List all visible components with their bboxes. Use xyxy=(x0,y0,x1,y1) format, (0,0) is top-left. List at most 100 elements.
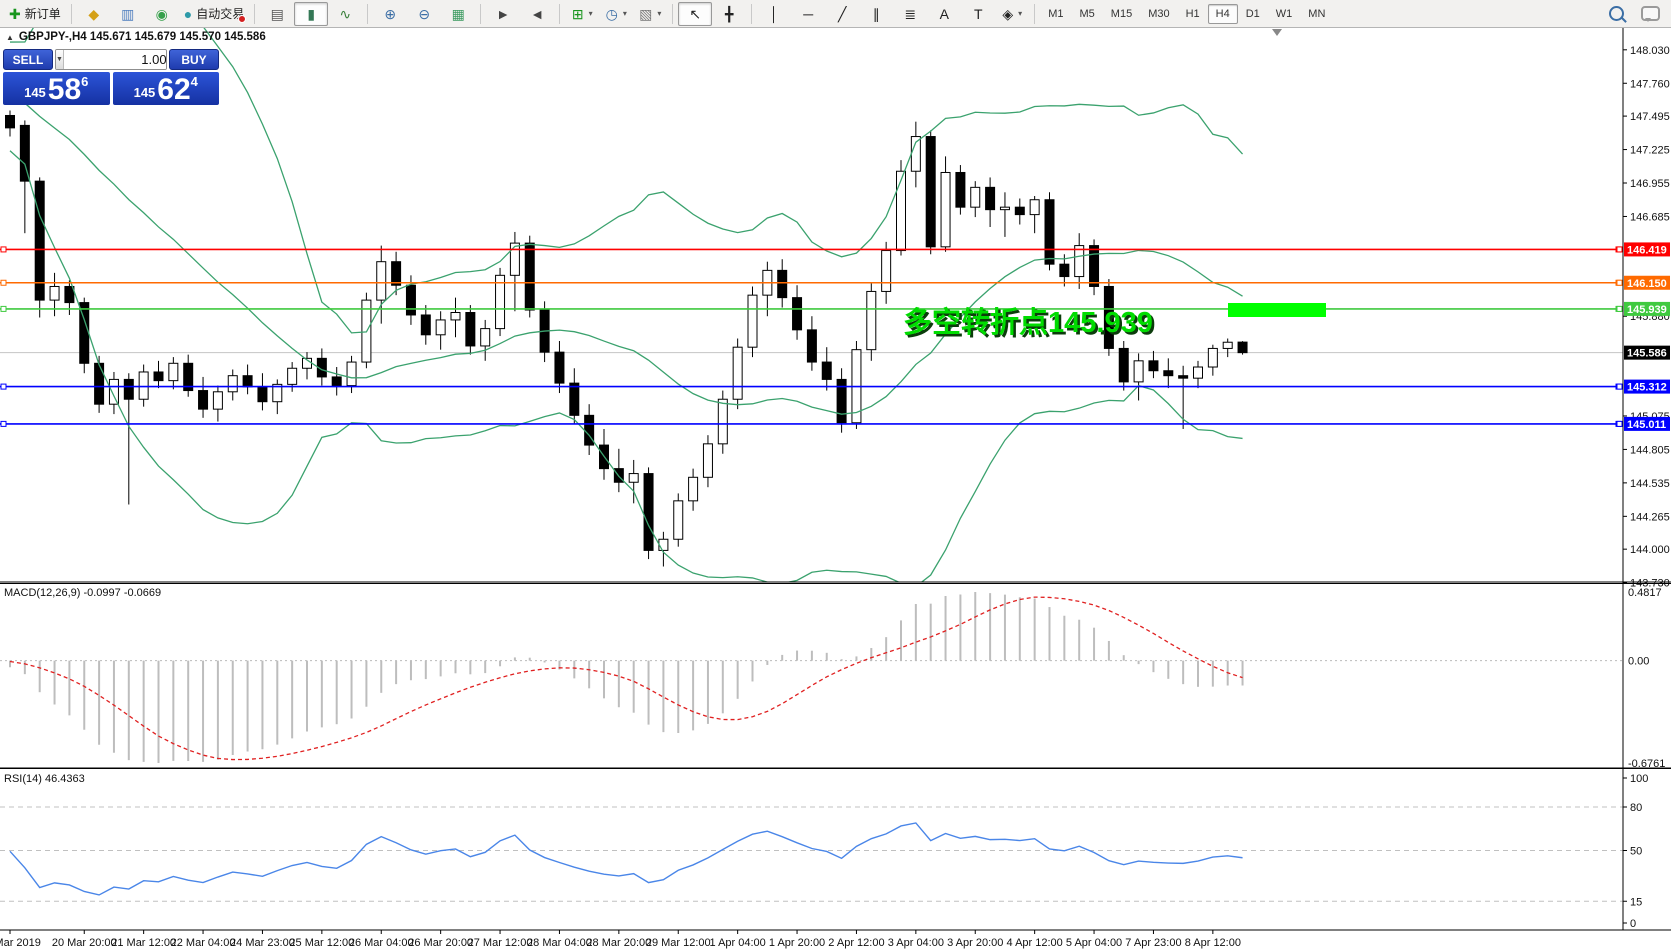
candle[interactable] xyxy=(643,473,654,551)
candle[interactable] xyxy=(94,362,105,405)
line-handle[interactable] xyxy=(1616,383,1623,390)
candle[interactable] xyxy=(376,261,387,301)
candle[interactable] xyxy=(19,124,30,182)
candle[interactable] xyxy=(1178,375,1189,379)
candle[interactable] xyxy=(1089,245,1100,287)
candle[interactable] xyxy=(569,382,580,416)
candle[interactable] xyxy=(955,171,966,208)
timeframe-m1-button[interactable]: M1 xyxy=(1048,7,1064,20)
line-handle[interactable] xyxy=(0,246,7,253)
candle[interactable] xyxy=(331,376,342,387)
candle[interactable] xyxy=(287,367,298,385)
line-handle[interactable] xyxy=(1616,279,1623,286)
candle[interactable] xyxy=(1133,360,1144,383)
candle[interactable] xyxy=(168,362,179,382)
candle[interactable] xyxy=(673,500,684,540)
rsi-pane[interactable] xyxy=(0,806,1623,902)
candle[interactable] xyxy=(658,538,669,551)
annotation-text[interactable]: 多空转折点145.939 xyxy=(903,305,1153,339)
indicators-button[interactable]: ⊞ ▾ xyxy=(565,2,599,26)
volume-decrease-button[interactable]: ▼ xyxy=(56,50,64,69)
candle[interactable] xyxy=(792,297,803,331)
candle[interactable] xyxy=(747,294,758,348)
candle[interactable] xyxy=(480,328,491,347)
line-handle[interactable] xyxy=(0,420,7,427)
candle[interactable] xyxy=(896,170,906,252)
auto-trading-button[interactable]: ● 自动交易 xyxy=(179,2,249,26)
candle[interactable] xyxy=(836,378,847,424)
candle[interactable] xyxy=(1222,341,1233,349)
line-handle[interactable] xyxy=(0,383,7,390)
candle[interactable] xyxy=(183,362,194,392)
candle[interactable] xyxy=(138,371,149,400)
candle[interactable] xyxy=(554,351,565,384)
new-order-button[interactable]: ✚ 新订单 xyxy=(4,2,66,26)
cursor-button[interactable]: ↖ xyxy=(678,1,713,26)
candle[interactable] xyxy=(999,206,1010,211)
candle[interactable] xyxy=(1103,285,1114,349)
candle[interactable] xyxy=(732,346,743,400)
panel-collapse-arrow-icon[interactable]: ▲ xyxy=(6,32,14,42)
trendline-button[interactable]: ╱ xyxy=(825,2,859,26)
candle[interactable] xyxy=(1207,347,1218,368)
chart-candles-button[interactable]: ▮ xyxy=(294,1,329,26)
candle[interactable] xyxy=(628,473,639,483)
candle[interactable] xyxy=(34,180,45,301)
timeframe-mn-button[interactable]: MN xyxy=(1308,7,1326,20)
templates-dropdown-icon[interactable]: ▾ xyxy=(657,9,662,18)
candle[interactable] xyxy=(1193,366,1203,379)
timeframe-d1-button[interactable]: D1 xyxy=(1245,7,1260,20)
search-button[interactable] xyxy=(1599,2,1633,26)
candle[interactable] xyxy=(821,361,832,380)
candle[interactable] xyxy=(1044,199,1055,265)
candle[interactable] xyxy=(1163,370,1174,377)
candle[interactable] xyxy=(5,114,15,129)
chart-window[interactable]: 多空转折点145.939 多空转折点145.939 148.030 147.760 14… xyxy=(0,28,1671,951)
highlight-rectangle-object[interactable] xyxy=(1228,303,1326,317)
auto-scroll-button[interactable]: ► xyxy=(486,2,520,26)
candle[interactable] xyxy=(1237,341,1248,354)
candle[interactable] xyxy=(881,250,892,292)
chart-canvas[interactable]: 多空转折点145.939多空转折点145.939148.030147.76014… xyxy=(0,28,1671,951)
candle[interactable] xyxy=(450,311,461,321)
candle[interactable] xyxy=(272,383,283,403)
candle[interactable] xyxy=(940,171,951,248)
timeframe-m30-button[interactable]: M30 xyxy=(1148,7,1170,20)
candle[interactable] xyxy=(212,391,223,410)
templates-button[interactable]: ▧ ▾ xyxy=(633,2,667,26)
buy-button[interactable]: BUY xyxy=(169,49,219,70)
candle[interactable] xyxy=(717,398,728,445)
candle[interactable] xyxy=(1029,199,1040,216)
candle[interactable] xyxy=(227,375,238,393)
line-handle[interactable] xyxy=(0,279,7,286)
arrows-dropdown-icon[interactable]: ▾ xyxy=(1018,9,1023,18)
crosshair-button[interactable]: ╋ xyxy=(712,2,746,26)
chart-shift-button[interactable]: ◄ xyxy=(520,2,554,26)
candle[interactable] xyxy=(495,274,506,330)
candle[interactable] xyxy=(346,361,357,387)
candle[interactable] xyxy=(420,314,431,336)
candle[interactable] xyxy=(108,378,119,405)
timeframe-m15-button[interactable]: M15 xyxy=(1110,7,1133,20)
candle[interactable] xyxy=(970,186,981,208)
sell-button[interactable]: SELL xyxy=(3,49,53,70)
chart-bars-button[interactable]: ▤ xyxy=(260,2,294,26)
data-window-button[interactable]: ▥ xyxy=(111,2,145,26)
line-handle[interactable] xyxy=(0,305,7,312)
candle[interactable] xyxy=(1074,245,1085,278)
candle[interactable] xyxy=(391,261,402,286)
candle[interactable] xyxy=(509,242,520,276)
periods-dropdown-icon[interactable]: ▾ xyxy=(622,9,627,18)
price-scale[interactable]: 148.030 147.760 147.495 147.225 146.955 146.6… xyxy=(1616,28,1670,930)
periods-button[interactable]: ◷ ▾ xyxy=(599,2,633,26)
candle[interactable] xyxy=(64,285,75,304)
zoom-in-button[interactable]: ⊕ xyxy=(373,2,407,26)
candle[interactable] xyxy=(316,357,327,378)
arrows-button[interactable]: ◈ ▾ xyxy=(995,2,1029,26)
candle[interactable] xyxy=(688,476,699,502)
zoom-out-button[interactable]: ⊖ xyxy=(407,2,441,26)
candle[interactable] xyxy=(123,378,134,400)
fibonacci-button[interactable]: ≣ xyxy=(893,2,927,26)
